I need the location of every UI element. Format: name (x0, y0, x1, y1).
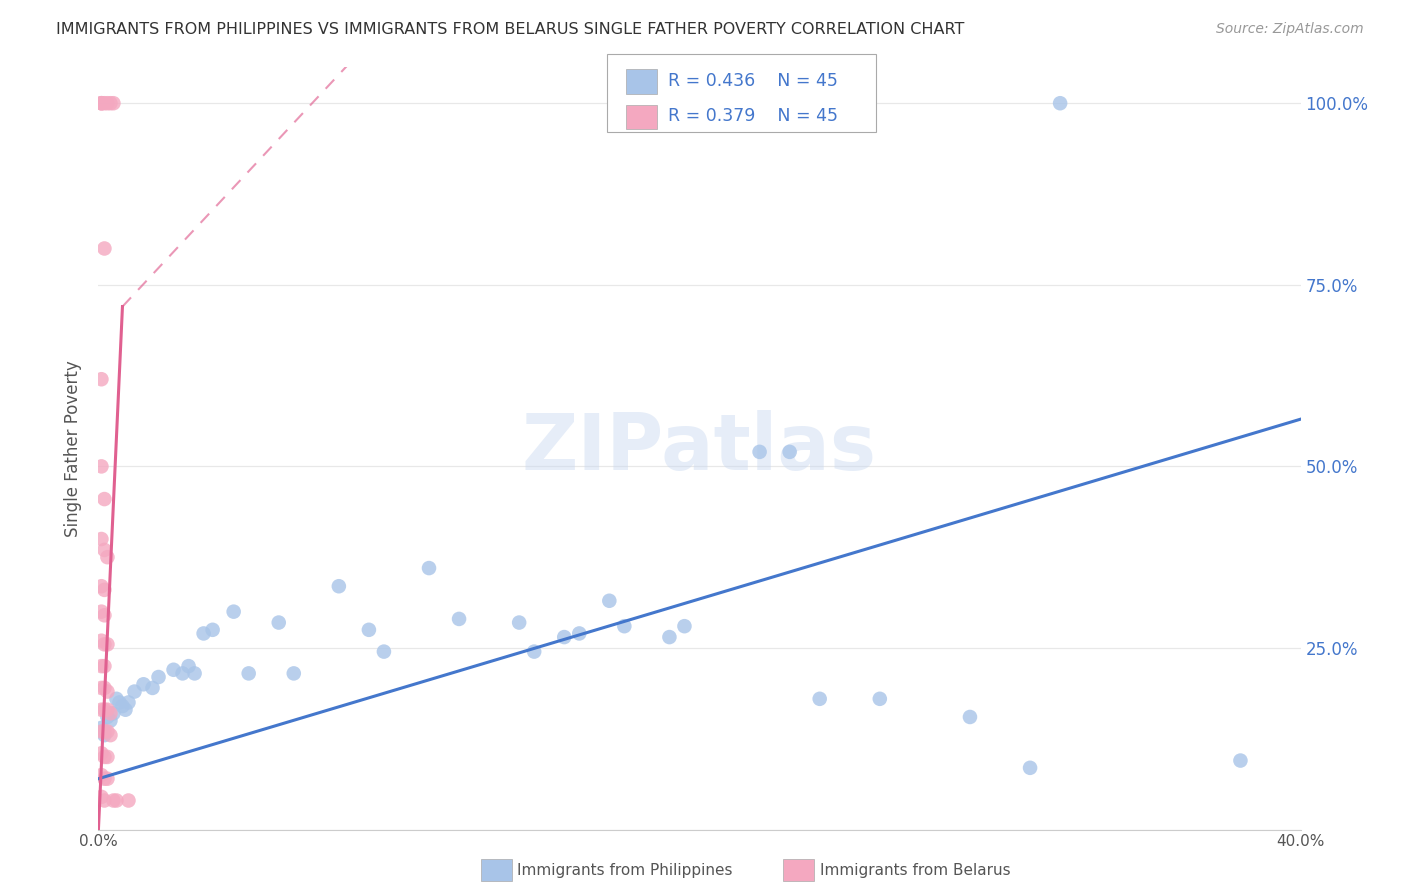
Point (172, 666, 194, 681)
Point (779, 445, 801, 459)
Point (93, 96, 115, 111)
Text: ZIPatlas: ZIPatlas (522, 410, 877, 486)
Point (357, 623, 380, 637)
Point (508, 615, 530, 630)
Point (93, 492, 115, 507)
Point (93, 582, 115, 597)
Point (183, 666, 205, 681)
Point (90, 746, 112, 760)
Point (283, 666, 305, 681)
Point (90, 633, 112, 648)
Point (93, 724, 115, 739)
Point (93, 728, 115, 742)
Point (96, 703, 118, 717)
Point (114, 703, 136, 717)
Text: Source: ZipAtlas.com: Source: ZipAtlas.com (1216, 22, 1364, 37)
Point (93, 608, 115, 623)
Point (124, 684, 146, 698)
Point (201, 623, 224, 637)
Point (222, 605, 245, 619)
Point (96, 724, 118, 739)
Point (132, 677, 155, 691)
Point (90, 659, 112, 673)
Point (148, 670, 170, 684)
Point (1019, 761, 1042, 775)
Point (568, 626, 591, 640)
Text: IMMIGRANTS FROM PHILIPPINES VS IMMIGRANTS FROM BELARUS SINGLE FATHER POVERTY COR: IMMIGRANTS FROM PHILIPPINES VS IMMIGRANT… (56, 22, 965, 37)
Point (238, 666, 260, 681)
Point (93, 703, 115, 717)
Point (93, 659, 115, 673)
Point (93, 681, 115, 695)
Point (111, 699, 134, 714)
Point (96, 637, 118, 651)
Point (103, 793, 125, 807)
Text: R = 0.436    N = 45: R = 0.436 N = 45 (668, 72, 838, 90)
Point (96, 772, 118, 786)
Point (523, 644, 546, 658)
Point (869, 691, 891, 706)
Point (162, 663, 184, 677)
Point (90, 789, 112, 804)
Point (90, 721, 112, 735)
Point (177, 659, 200, 673)
Point (108, 696, 131, 710)
Point (90, 681, 112, 695)
Text: R = 0.379    N = 45: R = 0.379 N = 45 (668, 107, 838, 125)
Point (959, 710, 981, 724)
Point (90, 768, 112, 782)
Point (100, 706, 122, 721)
Point (447, 612, 470, 626)
Point (1229, 754, 1251, 768)
Point (90, 579, 112, 593)
Point (267, 615, 290, 630)
Point (90, 459, 112, 474)
Point (105, 691, 128, 706)
Point (328, 579, 350, 593)
Point (808, 691, 831, 706)
Point (90, 96, 112, 111)
Point (598, 594, 620, 608)
Point (96, 710, 118, 724)
Point (100, 714, 122, 728)
Point (96, 550, 118, 565)
Point (373, 644, 395, 658)
Point (96, 96, 118, 111)
Point (93, 542, 115, 557)
Point (117, 696, 139, 710)
Point (93, 750, 115, 764)
Text: Immigrants from Philippines: Immigrants from Philippines (517, 863, 733, 878)
Text: Immigrants from Belarus: Immigrants from Belarus (820, 863, 1011, 878)
Point (93, 242, 115, 256)
Point (100, 96, 122, 111)
Point (103, 96, 125, 111)
Point (93, 637, 115, 651)
Point (96, 750, 118, 764)
Point (105, 793, 128, 807)
Point (117, 793, 139, 807)
Point (90, 372, 112, 386)
Point (96, 684, 118, 698)
Point (658, 630, 681, 644)
Point (90, 532, 112, 546)
Point (193, 626, 215, 640)
Point (1049, 96, 1071, 111)
Point (90, 605, 112, 619)
Point (748, 445, 770, 459)
Point (93, 772, 115, 786)
Y-axis label: Single Father Poverty: Single Father Poverty (65, 359, 83, 537)
Point (613, 619, 636, 633)
Point (103, 706, 125, 721)
Point (673, 619, 696, 633)
Point (141, 681, 163, 695)
Point (90, 96, 112, 111)
Point (90, 724, 112, 739)
Point (418, 561, 440, 575)
Point (90, 96, 112, 111)
Point (93, 793, 115, 807)
Point (100, 728, 122, 742)
Point (553, 630, 575, 644)
Point (90, 703, 112, 717)
